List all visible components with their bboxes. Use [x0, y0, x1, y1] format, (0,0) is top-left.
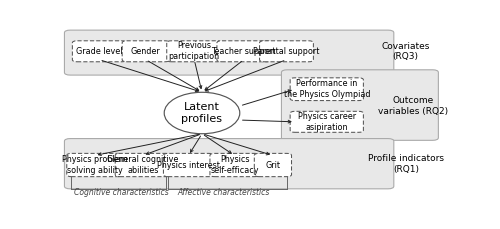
- FancyBboxPatch shape: [64, 30, 394, 75]
- FancyBboxPatch shape: [67, 153, 122, 177]
- FancyBboxPatch shape: [122, 41, 170, 62]
- Text: Previous
participation: Previous participation: [168, 41, 220, 61]
- FancyBboxPatch shape: [164, 153, 214, 177]
- FancyBboxPatch shape: [115, 153, 170, 177]
- Text: Cognitive characteristics: Cognitive characteristics: [74, 188, 169, 197]
- Text: Grade level: Grade level: [76, 47, 122, 56]
- Text: Performance in
the Physics Olympiad: Performance in the Physics Olympiad: [284, 79, 370, 99]
- Text: Physics
self-efficacy: Physics self-efficacy: [210, 155, 259, 175]
- Text: Profile indicators
(RQ1): Profile indicators (RQ1): [368, 154, 444, 174]
- FancyBboxPatch shape: [210, 153, 259, 177]
- Text: Affective characteristics: Affective characteristics: [177, 188, 270, 197]
- Text: Outcome
variables (RQ2): Outcome variables (RQ2): [378, 96, 448, 116]
- FancyBboxPatch shape: [282, 70, 438, 140]
- Text: Teacher support: Teacher support: [212, 47, 276, 56]
- FancyBboxPatch shape: [290, 78, 364, 101]
- FancyBboxPatch shape: [260, 41, 314, 62]
- Text: Latent
profiles: Latent profiles: [182, 102, 222, 124]
- Text: Physics interest: Physics interest: [157, 161, 220, 169]
- Text: General cognitive
abilities: General cognitive abilities: [107, 155, 178, 175]
- FancyBboxPatch shape: [217, 41, 271, 62]
- Text: Grit: Grit: [266, 161, 280, 169]
- FancyBboxPatch shape: [254, 153, 292, 177]
- Text: Physics problem
solving ability: Physics problem solving ability: [62, 155, 128, 175]
- FancyBboxPatch shape: [64, 139, 394, 189]
- Ellipse shape: [164, 92, 240, 134]
- FancyBboxPatch shape: [166, 41, 222, 62]
- FancyBboxPatch shape: [72, 41, 126, 62]
- FancyBboxPatch shape: [290, 111, 364, 132]
- Text: Physics career
asipiration: Physics career asipiration: [298, 112, 356, 132]
- Text: Gender: Gender: [131, 47, 160, 56]
- Text: Covariates
(RQ3): Covariates (RQ3): [382, 42, 430, 61]
- Text: Parental support: Parental support: [254, 47, 320, 56]
